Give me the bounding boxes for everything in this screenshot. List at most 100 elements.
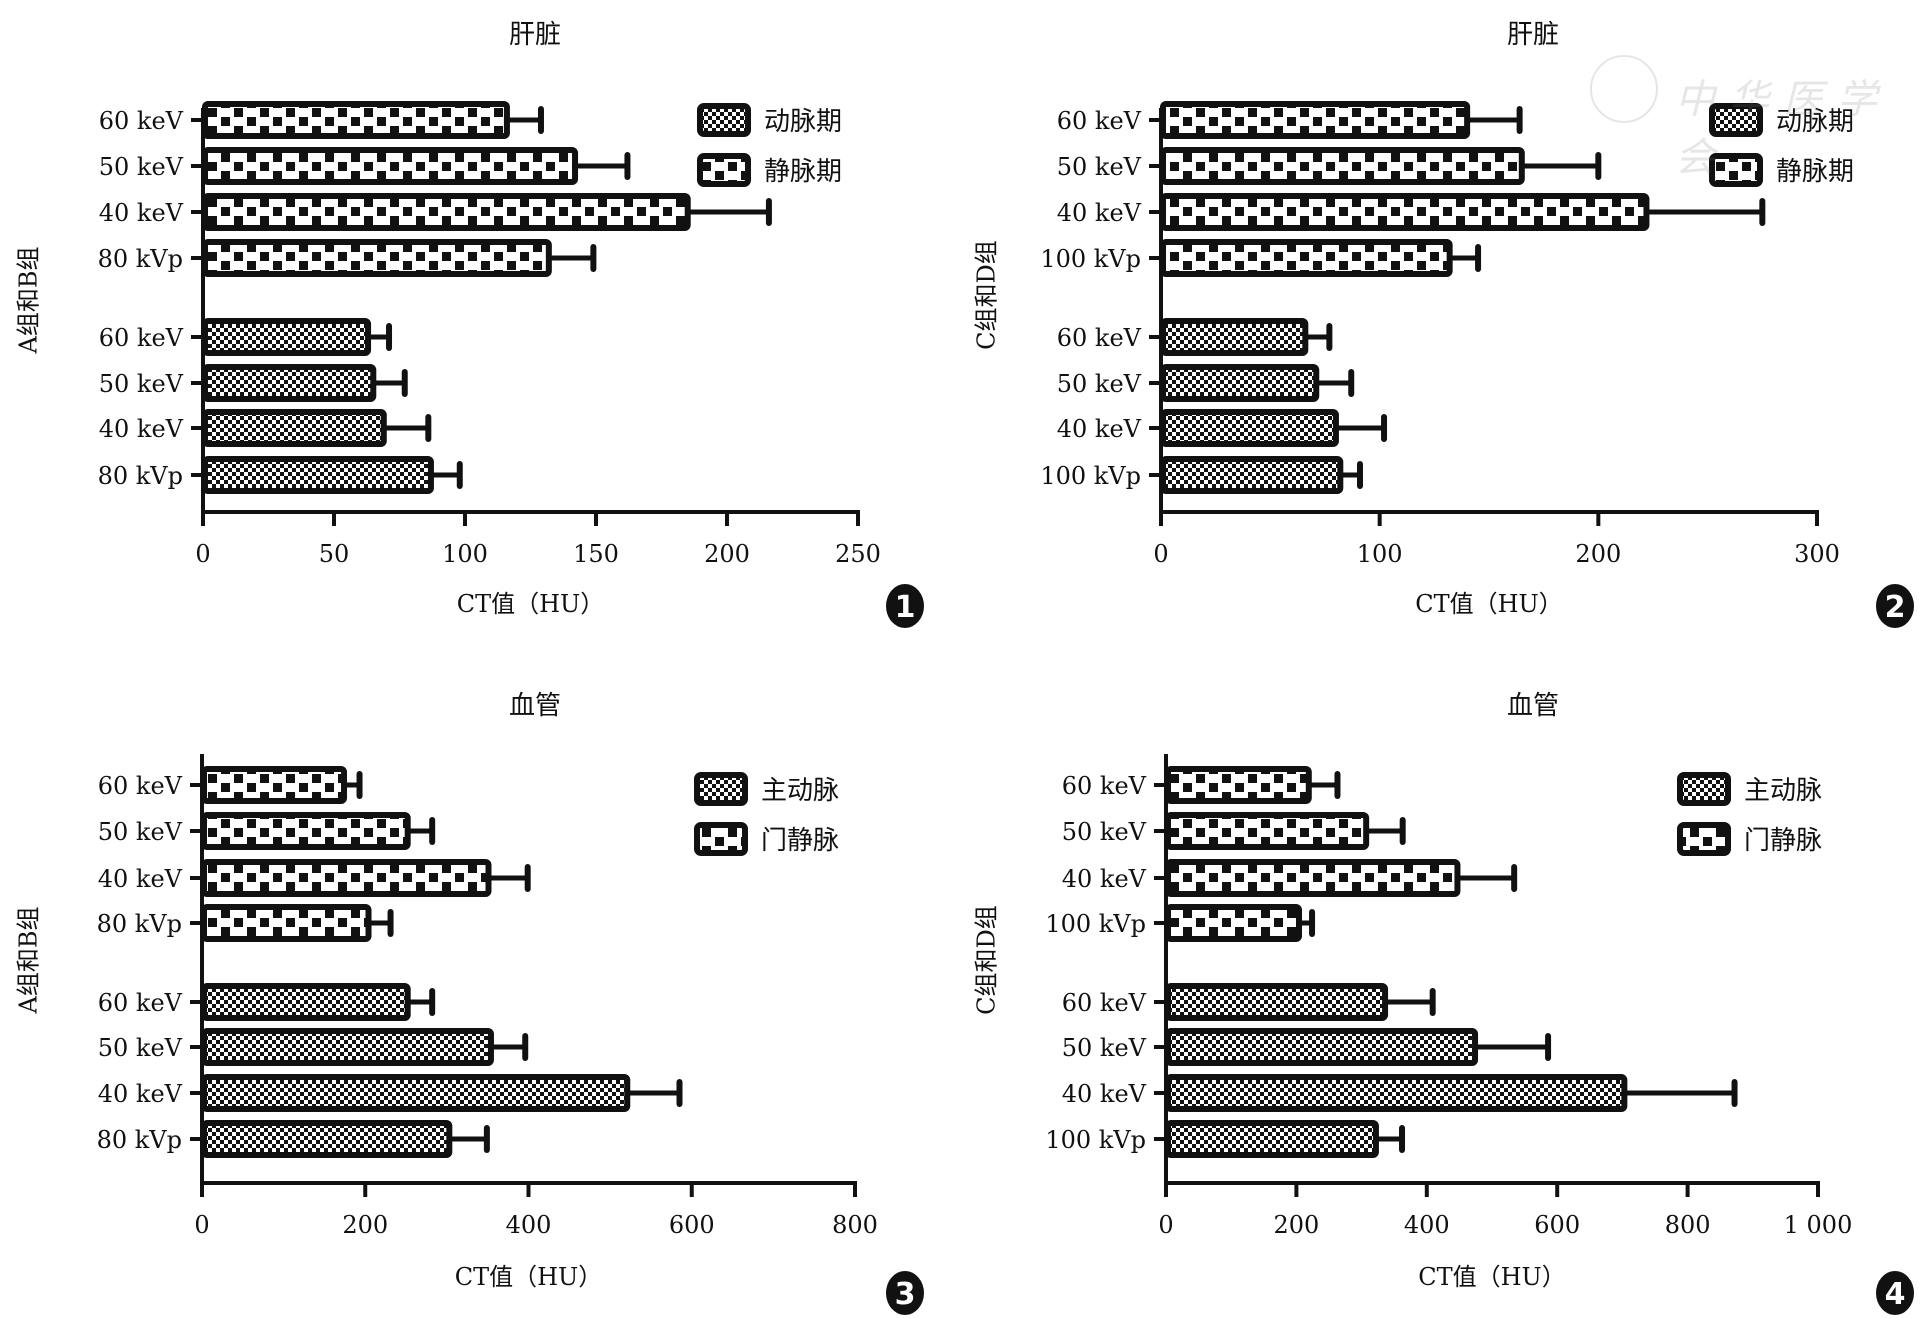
y-tick-label: 40 keV — [98, 865, 183, 893]
bar — [1160, 409, 1339, 447]
y-tick-label: 100 kVp — [1045, 1126, 1146, 1154]
y-tick-label: 50 keV — [1057, 370, 1142, 398]
legend-swatch — [697, 103, 751, 137]
y-tick-label: 50 keV — [99, 370, 184, 398]
chart-title: 肝脏 — [509, 20, 561, 50]
figure-number-badge — [886, 584, 924, 628]
x-tick-label: 400 — [1404, 1211, 1450, 1239]
x-tick-label: 0 — [1158, 1211, 1173, 1239]
x-tick-label: 0 — [194, 1211, 209, 1239]
bar — [1160, 101, 1471, 139]
legend-swatch — [1677, 822, 1731, 856]
x-tick-label: 0 — [1153, 540, 1168, 568]
y-tick-label: 50 keV — [1062, 818, 1147, 846]
y-tick-label: 100 kVp — [1045, 910, 1146, 938]
x-tick-label: 800 — [1665, 1211, 1711, 1239]
bar — [201, 812, 411, 850]
bar — [1165, 1028, 1479, 1066]
bar — [1165, 983, 1389, 1021]
bar — [201, 904, 372, 942]
bar — [202, 101, 510, 139]
y-tick-label: 40 keV — [99, 199, 184, 227]
figure-number-badge — [1876, 1271, 1914, 1315]
x-tick-label: 800 — [832, 1211, 878, 1239]
bar — [202, 456, 434, 494]
legend-label: 门静脉 — [1744, 826, 1822, 856]
bar — [202, 318, 372, 356]
legend-label: 动脉期 — [1776, 107, 1854, 137]
x-tick-label: 200 — [1273, 1211, 1319, 1239]
bar — [201, 859, 492, 897]
y-tick-label: 40 keV — [1057, 415, 1142, 443]
bar — [1160, 318, 1309, 356]
x-tick-label: 200 — [704, 540, 750, 568]
chart-title: 血管 — [1507, 691, 1559, 721]
bar — [202, 193, 691, 231]
y-axis-label: C组和D组 — [973, 905, 1001, 1015]
figure-number-badge — [886, 1271, 924, 1315]
x-axis-label: CT值（HU） — [1415, 590, 1563, 618]
bar — [1160, 456, 1344, 494]
y-tick-label: 80 kVp — [97, 910, 182, 938]
bar — [201, 766, 348, 804]
x-tick-label: 200 — [1575, 540, 1621, 568]
y-tick-label: 40 keV — [1062, 1080, 1147, 1108]
x-tick-label: 250 — [835, 540, 881, 568]
x-tick-label: 600 — [669, 1211, 715, 1239]
x-axis-label: CT值（HU） — [455, 1263, 603, 1291]
x-tick-label: 50 — [319, 540, 350, 568]
chart-title: 肝脏 — [1507, 20, 1559, 50]
y-tick-label: 40 keV — [1057, 199, 1142, 227]
x-tick-label: 100 — [442, 540, 488, 568]
x-tick-label: 150 — [573, 540, 619, 568]
y-tick-label: 50 keV — [98, 818, 183, 846]
legend-label: 主动脉 — [761, 776, 839, 806]
bar — [201, 1074, 631, 1112]
bar — [202, 364, 377, 402]
legend-label: 静脉期 — [1776, 157, 1854, 187]
y-axis-label: A组和B组 — [15, 247, 43, 355]
y-axis-label: A组和B组 — [15, 907, 43, 1015]
x-axis-label: CT值（HU） — [457, 590, 605, 618]
y-tick-label: 60 keV — [1057, 107, 1142, 135]
x-tick-label: 300 — [1794, 540, 1840, 568]
y-tick-label: 40 keV — [98, 1080, 183, 1108]
figure-number-badge-label: 3 — [895, 1277, 916, 1312]
x-tick-label: 200 — [342, 1211, 388, 1239]
bar — [201, 983, 411, 1021]
bar — [1165, 859, 1461, 897]
legend-swatch — [1677, 772, 1731, 806]
legend-label: 静脉期 — [764, 157, 842, 187]
x-tick-label: 600 — [1534, 1211, 1580, 1239]
bar — [1165, 1074, 1628, 1112]
y-tick-label: 80 kVp — [98, 245, 183, 273]
chart-panel-1: 肝脏 A组和B组 0 50 100 150 200 250 CT值（HU） 1 60 keV 50 k… — [15, 20, 924, 628]
bar — [1160, 193, 1650, 231]
legend-swatch — [697, 153, 751, 187]
bar — [201, 1120, 453, 1158]
bar — [202, 239, 552, 277]
y-tick-label: 60 keV — [99, 324, 184, 352]
bar — [1160, 239, 1453, 277]
legend-swatch — [1709, 153, 1763, 187]
y-tick-label: 60 keV — [98, 989, 183, 1017]
legend-swatch — [694, 772, 748, 806]
chart-title: 血管 — [509, 691, 561, 721]
legend-swatch — [1709, 103, 1763, 137]
x-axis-label: CT值（HU） — [1418, 1263, 1566, 1291]
y-axis-label: C组和D组 — [973, 240, 1001, 350]
legend-label: 动脉期 — [764, 107, 842, 137]
y-tick-label: 50 keV — [1057, 153, 1142, 181]
bar — [1165, 904, 1303, 942]
bar — [1165, 1120, 1379, 1158]
y-tick-label: 40 keV — [99, 415, 184, 443]
y-tick-label: 60 keV — [98, 772, 183, 800]
bar — [1160, 147, 1525, 185]
bar — [201, 1028, 494, 1066]
y-tick-label: 100 kVp — [1040, 245, 1141, 273]
legend-label: 门静脉 — [761, 826, 839, 856]
bar — [1165, 812, 1370, 850]
y-tick-label: 60 keV — [1062, 989, 1147, 1017]
x-tick-label: 100 — [1357, 540, 1403, 568]
